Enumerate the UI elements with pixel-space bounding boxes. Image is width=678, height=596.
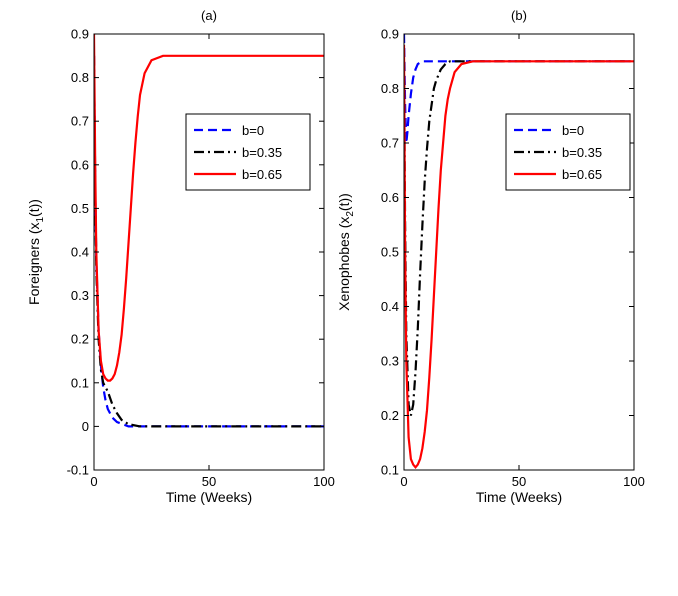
legend-box	[505, 113, 631, 191]
y-tick-label: 0.2	[381, 408, 399, 423]
x-tick-label: 50	[512, 474, 526, 489]
chart-title: (a)	[201, 8, 217, 23]
legend-box	[185, 113, 311, 191]
y-tick-label: 0.3	[71, 288, 89, 303]
y-tick-label: 0.6	[71, 157, 89, 172]
panel-b: 0.1 0.2 0.3 0.4 0.5 0.6 0.7 0.8 0.9 0 50 100 (b) Time…	[336, 8, 645, 505]
series-line-b-0	[404, 34, 634, 144]
y-tick-label: 0.5	[71, 201, 89, 216]
y-axis-label-tail: (t))	[26, 199, 42, 217]
plot-area	[404, 34, 634, 470]
y-tick-label: 0	[82, 419, 89, 434]
x-tick-label: 100	[623, 474, 645, 489]
y-tick-label: 0.3	[381, 354, 399, 369]
legend-label: b=0	[562, 123, 584, 138]
x-tick-label: 0	[400, 474, 407, 489]
panel-a: -0.100.10.20.30.40.50.60.70.80.90 50 100(a…	[26, 8, 335, 505]
legend-label: b=0.65	[242, 167, 282, 182]
y-tick-label: 0.9	[71, 27, 89, 42]
series-line-b-0-35	[404, 60, 634, 416]
series-line-b-0-65	[94, 34, 324, 382]
legend-label: b=0.35	[242, 145, 282, 160]
y-tick-label: 0.1	[71, 375, 89, 390]
y-tick-label: 0.7	[71, 114, 89, 129]
y-tick-label: 0.4	[71, 245, 89, 260]
x-axis-label: Time (Weeks)	[476, 489, 562, 505]
y-tick-label: 0.8	[71, 70, 89, 85]
y-tick-label: 0.7	[381, 136, 399, 151]
legend-label: b=0.65	[562, 167, 602, 182]
y-tick-label: -0.1	[67, 463, 89, 478]
x-tick-label: 50	[202, 474, 216, 489]
y-axis-label-main: Xenophobes (x	[336, 217, 352, 311]
y-tick-label: 0.6	[381, 190, 399, 205]
plot-area	[94, 34, 324, 470]
y-tick-label: 0.4	[381, 299, 399, 314]
chart-title: (b)	[511, 8, 527, 23]
y-tick-label: 0.1	[381, 463, 399, 478]
x-axis-label: Time (Weeks)	[166, 489, 252, 505]
y-axis-label-subscript: 1	[35, 216, 46, 222]
x-tick-label: 100	[313, 474, 335, 489]
y-axis-label: Foreigners (x1(t))	[26, 199, 46, 305]
y-tick-label: 0.8	[381, 81, 399, 96]
y-tick-label: 0.5	[381, 245, 399, 260]
legend: b=0 b=0.35 b=0.65	[505, 113, 631, 191]
y-axis-label-subscript: 2	[345, 211, 356, 217]
y-axis-label-tail: (t))	[336, 193, 352, 211]
series-line-b-0-65	[404, 44, 634, 469]
y-tick-label: 0.2	[71, 332, 89, 347]
x-tick-label: 0	[90, 474, 97, 489]
y-tick-label: 0.9	[381, 27, 399, 42]
legend-label: b=0.35	[562, 145, 602, 160]
y-axis-label-main: Foreigners (x	[26, 222, 42, 304]
legend: b=0 b=0.35 b=0.65	[185, 113, 311, 191]
y-axis-label: Xenophobes (x2(t))	[336, 193, 356, 311]
legend-label: b=0	[242, 123, 264, 138]
